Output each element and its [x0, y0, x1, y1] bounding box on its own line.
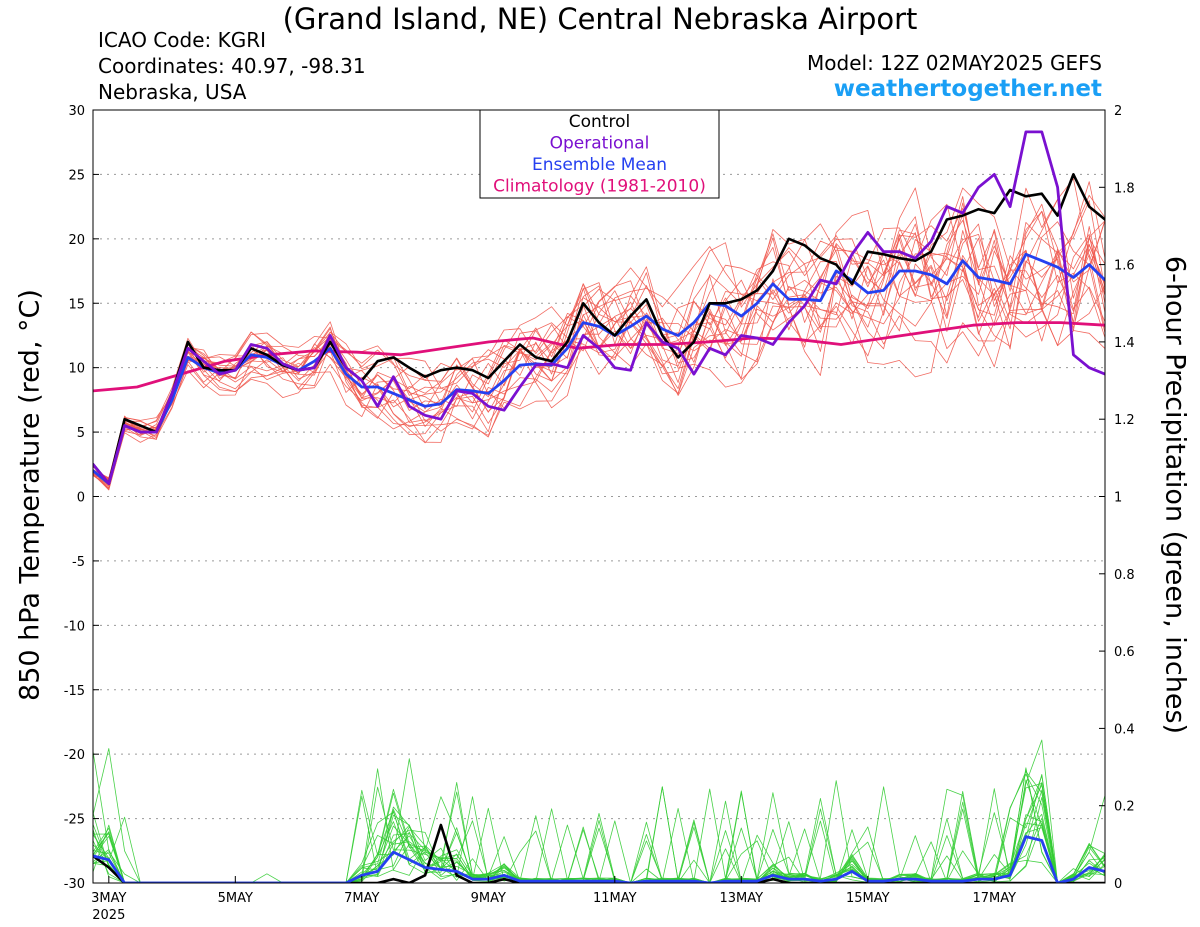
- x-tick-label: 11MAY: [593, 891, 637, 906]
- y2-tick-label: 1.6: [1114, 259, 1135, 274]
- x-tick-label: 3MAY: [91, 891, 126, 906]
- temperature-member-line: [93, 187, 1105, 479]
- precipitation-member-line: [93, 779, 1105, 883]
- precipitation-member-line: [93, 750, 1105, 883]
- precipitation-member-line: [93, 748, 1105, 883]
- x-tick-sublabel: 2025: [92, 908, 125, 923]
- y2-tick-label: 1.8: [1114, 181, 1135, 196]
- y-tick-label: 15: [68, 297, 85, 312]
- y-tick-label: 30: [68, 104, 85, 119]
- y-tick-label: -20: [64, 748, 85, 763]
- series-line-ensemble-mean-precipitation: [93, 835, 1105, 883]
- x-tick-label: 5MAY: [218, 891, 253, 906]
- member-lines: [93, 178, 1105, 883]
- y-tick-label: -30: [64, 877, 85, 892]
- y-tick-label: -10: [64, 619, 85, 634]
- temperature-member-line: [93, 194, 1105, 486]
- x-tick-label: 13MAY: [720, 891, 764, 906]
- x-tick-label: 15MAY: [846, 891, 890, 906]
- y2-tick-label: 0.4: [1114, 722, 1135, 737]
- temperature-member-line: [93, 210, 1105, 479]
- y2-tick-label: 0.6: [1114, 645, 1135, 660]
- series-line-control-precipitation: [93, 823, 1105, 883]
- y-tick-label: 0: [77, 491, 85, 506]
- model-run: Model: 12Z 02MAY2025 GEFS: [807, 51, 1102, 75]
- precipitation-member-line: [93, 774, 1105, 883]
- region: Nebraska, USA: [98, 80, 247, 104]
- y-tick-label: -25: [64, 813, 85, 828]
- y2-tick-label: 0.8: [1114, 568, 1135, 583]
- icao-code: ICAO Code: KGRI: [98, 28, 266, 52]
- y2-tick-label: 1.4: [1114, 336, 1135, 351]
- legend-entry: Climatology (1981-2010): [493, 177, 706, 197]
- y2-tick-label: 2: [1114, 104, 1122, 119]
- y-tick-label: -5: [72, 555, 85, 570]
- y2-tick-label: 0.2: [1114, 800, 1135, 815]
- temperature-member-line: [93, 203, 1105, 487]
- coordinates: Coordinates: 40.97, -98.31: [98, 54, 366, 78]
- precipitation-member-line: [93, 806, 1105, 883]
- temperature-member-line: [93, 199, 1105, 483]
- legend-box: [479, 109, 720, 199]
- precipitation-member-line: [93, 786, 1105, 883]
- precipitation-member-line: [93, 739, 1105, 883]
- chart-title: (Grand Island, NE) Central Nebraska Airp…: [282, 2, 918, 36]
- x-tick-label: 7MAY: [344, 891, 379, 906]
- temperature-member-line: [93, 178, 1105, 490]
- series-line-control: [93, 173, 1105, 485]
- x-tick-label: 9MAY: [471, 891, 506, 906]
- temperature-member-line: [93, 181, 1105, 484]
- temperature-member-line: [93, 223, 1105, 481]
- y2-tick-label: 1: [1114, 491, 1122, 506]
- precipitation-member-line: [93, 771, 1105, 883]
- temperature-member-line: [93, 216, 1105, 480]
- main-series: [93, 130, 1105, 883]
- series-line-ensemble-mean: [93, 252, 1105, 485]
- y-tick-label: 20: [68, 233, 85, 248]
- y2-tick-label: 0: [1114, 877, 1122, 892]
- series-line-operational: [93, 130, 1105, 485]
- y2-tick-label: 1.2: [1114, 413, 1135, 428]
- x-tick-label: 17MAY: [973, 891, 1017, 906]
- precipitation-member-line: [93, 782, 1105, 883]
- y-tick-label: 10: [68, 362, 85, 377]
- precipitation-member-line: [93, 783, 1105, 883]
- y-tick-label: 25: [68, 168, 85, 183]
- legend-entry: Control: [569, 112, 630, 132]
- temperature-member-line: [93, 203, 1105, 481]
- y-tick-label: 5: [77, 426, 85, 441]
- temperature-member-line: [93, 207, 1105, 481]
- y-tick-label: -15: [64, 684, 85, 699]
- website-link[interactable]: weathertogether.net: [833, 76, 1102, 102]
- legend-entry: Ensemble Mean: [532, 155, 667, 175]
- legend-entry: Operational: [550, 134, 650, 154]
